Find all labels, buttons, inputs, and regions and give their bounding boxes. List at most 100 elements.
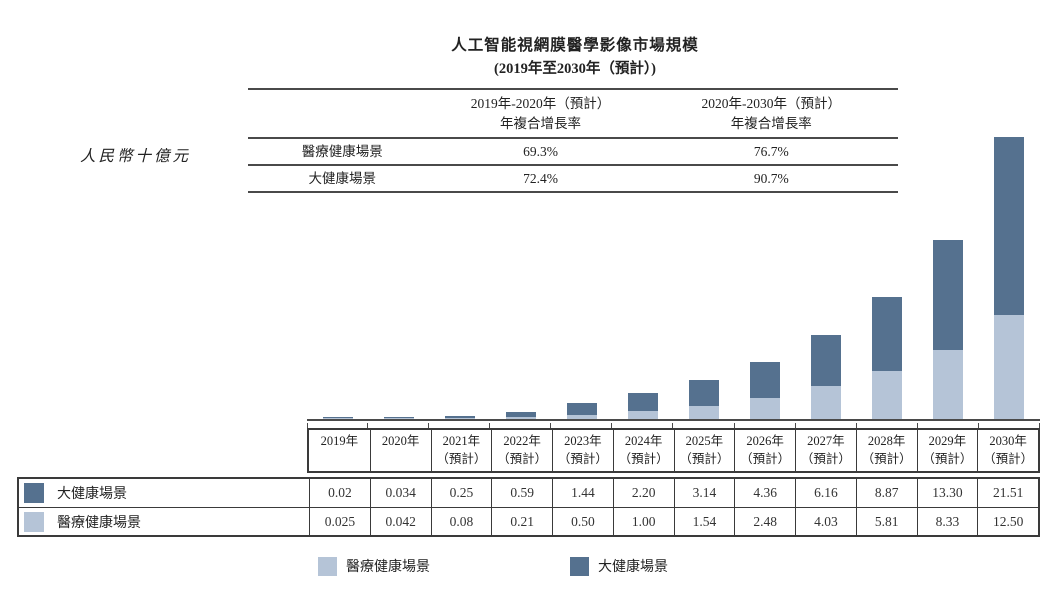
cagr-bighealth-2019-2020-value: 72.4% <box>523 171 558 187</box>
x-axis-tick <box>796 423 857 428</box>
bar-column-2022 <box>490 136 551 419</box>
year-header-forecast: （預計） <box>922 451 973 466</box>
data-value-cell: 0.025 <box>309 507 370 535</box>
bar-stack-2030 <box>994 137 1025 419</box>
cagr-row-bighealth-label: 大健康場景 <box>308 171 377 187</box>
data-row-label: 醫療健康場景 <box>19 507 309 535</box>
cagr-row-medical-label: 醫療健康場景 <box>301 144 383 160</box>
year-header-year: 2019年 <box>320 434 359 448</box>
cagr-row-medical: 醫療健康場景 69.3% 76.7% <box>248 139 898 167</box>
year-header-cell: 2025年 （預計） <box>673 430 735 471</box>
bar-column-2024 <box>612 136 673 419</box>
x-axis-tick <box>368 423 430 428</box>
x-axis-tick <box>735 423 796 428</box>
year-header-cell: 2030年 （預計） <box>977 430 1038 471</box>
x-axis-tick <box>857 423 918 428</box>
data-value-cell: 1.54 <box>673 507 735 535</box>
bar-chart-plot-area <box>307 136 1040 419</box>
data-value-cell: 12.50 <box>977 507 1038 535</box>
legend-swatch-bighealth <box>570 556 589 576</box>
year-header-year: 2022年 <box>503 434 541 448</box>
bar-stack-2026 <box>750 362 781 419</box>
legend-swatch-medical <box>318 556 337 576</box>
bar-column-2030 <box>979 136 1040 419</box>
bar-stack-2022 <box>505 412 536 419</box>
cagr-header-2020-2030-line2: 年複合增長率 <box>730 115 812 131</box>
cagr-header-2019-2020-line2: 年複合增長率 <box>500 115 581 131</box>
legend-item-bighealth: 大健康場景 <box>570 556 668 576</box>
data-value-cell: 0.21 <box>491 507 552 535</box>
year-header-forecast: （預計） <box>497 451 548 466</box>
data-value-cell: 1.44 <box>552 479 613 507</box>
bar-segment-medical <box>444 418 475 419</box>
x-axis-tick <box>307 423 369 428</box>
bar-segment-medical <box>566 415 597 419</box>
year-header-cell: 2020年 <box>369 430 431 471</box>
year-header-year: 2021年 <box>442 434 481 448</box>
x-axis-tick <box>673 423 735 428</box>
year-header-cell: 2022年 （預計） <box>491 430 552 471</box>
bar-column-2023 <box>551 136 612 419</box>
bar-column-2029 <box>918 136 979 419</box>
x-axis-tick <box>612 423 674 428</box>
bar-segment-bighealth <box>811 335 842 386</box>
chart-title: 人工智能視網膜醫學影像市場規模 (2019年至2030年（預計）) <box>300 33 850 78</box>
data-value-cell: 13.30 <box>916 479 978 507</box>
year-header-year: 2023年 <box>564 434 602 448</box>
bar-stack-2023 <box>566 403 597 419</box>
year-header-year: 2026年 <box>746 434 784 448</box>
year-header-cell: 2028年 （預計） <box>855 430 917 471</box>
data-row-label-text: 醫療健康場景 <box>57 515 141 531</box>
year-header-cell: 2023年 （預計） <box>552 430 613 471</box>
bar-segment-bighealth <box>750 362 781 398</box>
data-value-cell: 8.87 <box>855 479 917 507</box>
year-header-forecast: （預計） <box>618 451 669 466</box>
bar-column-2025 <box>673 136 734 419</box>
year-header-forecast: （預計） <box>679 451 730 466</box>
cagr-header-row: 2019年-2020年（預計） 年複合增長率 2020年-2030年（預計） 年… <box>248 90 898 140</box>
data-value-cell: 8.33 <box>916 507 978 535</box>
cagr-header-2019-2020-line1: 2019年-2020年（預計） <box>470 96 611 111</box>
year-header-forecast: （預計） <box>557 451 608 466</box>
year-header-year: 2020年 <box>381 434 420 448</box>
bar-segment-medical <box>811 386 842 419</box>
bar-stack-2027 <box>811 335 842 419</box>
data-value-cell: 2.48 <box>734 507 795 535</box>
chart-title-line1: 人工智能視網膜醫學影像市場規模 <box>451 37 699 54</box>
bar-segment-medical <box>750 398 781 419</box>
cagr-bighealth-2020-2030-value: 90.7% <box>753 171 789 187</box>
bar-segment-bighealth <box>994 137 1025 315</box>
bar-stack-2028 <box>872 297 903 419</box>
bar-segment-medical <box>627 411 658 419</box>
bar-column-2019 <box>307 136 368 419</box>
legend-item-medical: 醫療健康場景 <box>318 556 430 576</box>
bar-segment-medical <box>505 417 536 419</box>
data-value-cell: 0.08 <box>430 507 492 535</box>
bar-segment-bighealth <box>505 412 536 417</box>
chart-title-line2: (2019年至2030年（預計）) <box>494 61 656 77</box>
bar-column-2026 <box>735 136 796 419</box>
bar-stack-2019 <box>322 417 353 419</box>
data-value-cell: 21.51 <box>977 479 1038 507</box>
x-axis-tick <box>490 423 552 428</box>
data-value-cell: 0.50 <box>552 507 613 535</box>
x-axis-tick <box>918 423 979 428</box>
bar-segment-bighealth <box>566 403 597 415</box>
cagr-row-bighealth: 大健康場景 72.4% 90.7% <box>248 166 898 194</box>
y-axis-unit-label: 人民幣十億元 <box>80 148 192 165</box>
year-header-year: 2030年 <box>989 434 1027 448</box>
data-value-cell: 0.25 <box>430 479 492 507</box>
year-header-year: 2024年 <box>624 434 663 448</box>
data-value-cell: 3.14 <box>673 479 735 507</box>
data-row-swatch <box>24 483 44 503</box>
year-header-cell: 2021年 （預計） <box>430 430 492 471</box>
bar-segment-bighealth <box>872 297 903 371</box>
data-value-cell: 0.02 <box>309 479 370 507</box>
bar-column-2028 <box>857 136 918 419</box>
data-row-swatch <box>24 511 44 532</box>
bar-segment-bighealth <box>322 417 353 418</box>
bar-segment-bighealth <box>444 416 475 418</box>
data-value-cell: 4.36 <box>734 479 795 507</box>
data-value-cell: 2.20 <box>612 479 674 507</box>
